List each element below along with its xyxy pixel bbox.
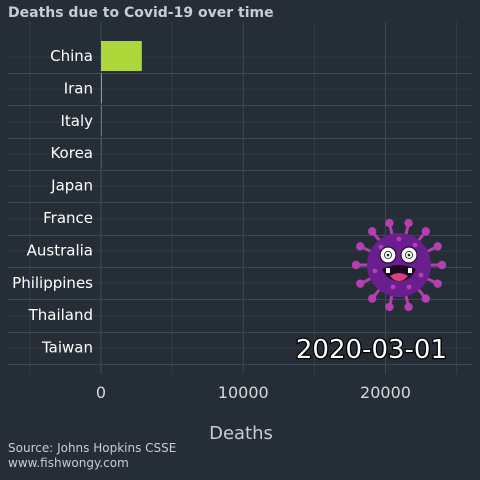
virus-spike-tip <box>421 227 431 236</box>
virus-spike-tip <box>385 302 394 312</box>
virus-spike-tip <box>356 279 365 288</box>
virus-spot <box>390 284 396 290</box>
x-tick-label: 10000 <box>218 383 269 402</box>
virus-spike-tip <box>367 227 377 236</box>
virus-pupil <box>386 253 390 257</box>
virus-spot <box>378 244 384 250</box>
coronavirus-cartoon-icon <box>351 218 447 312</box>
category-label: Taiwan <box>41 339 93 357</box>
virus-spike-tip <box>385 218 394 228</box>
virus-spot <box>418 272 424 278</box>
virus-spot <box>396 236 402 242</box>
category-label: Iran <box>64 79 93 97</box>
category-label: China <box>50 47 93 65</box>
virus-tongue <box>390 273 408 281</box>
grid <box>8 22 472 374</box>
source-line: Source: Johns Hopkins CSSE <box>8 441 176 455</box>
virus-spot <box>372 268 378 274</box>
virus-spike-tip <box>351 260 361 270</box>
category-label: Japan <box>50 177 93 195</box>
category-label: Australia <box>27 241 93 259</box>
category-label: Korea <box>50 144 93 162</box>
virus-spike-tip <box>404 302 413 312</box>
virus-eye-iris <box>404 250 414 260</box>
website-line: www.fishwongy.com <box>8 456 129 470</box>
virus-spike-tip <box>421 294 431 303</box>
category-label: France <box>43 209 93 227</box>
virus-spot <box>412 242 418 248</box>
virus-eye-iris <box>383 250 393 260</box>
category-label: Thailand <box>28 306 93 324</box>
virus-spike-tip <box>404 218 413 228</box>
x-axis-label: Deaths <box>209 423 273 444</box>
virus-spike-tip <box>433 242 442 251</box>
virus-tooth <box>386 268 390 273</box>
chart-title: Deaths due to Covid-19 over time <box>8 5 274 21</box>
category-labels: China Iran Italy Korea Japan France Australia P… <box>12 47 93 357</box>
x-tick-label: 20000 <box>360 383 411 402</box>
x-tick-label: 0 <box>96 383 106 402</box>
virus-spike-tip <box>367 294 377 303</box>
category-label: Italy <box>60 112 93 130</box>
virus-spot <box>406 284 412 290</box>
bar-china <box>101 41 142 71</box>
virus-tooth <box>408 268 412 273</box>
virus-spike-tip <box>433 279 442 288</box>
virus-spike-tip <box>356 242 365 251</box>
bar-iran <box>101 73 102 104</box>
virus-spike-tip <box>437 260 447 270</box>
bars <box>101 41 142 298</box>
x-tick-labels: 0 10000 20000 <box>96 383 411 402</box>
virus-pupil <box>407 253 411 257</box>
date-label: 2020-03-01 <box>296 335 447 365</box>
category-label: Philippines <box>12 274 93 292</box>
